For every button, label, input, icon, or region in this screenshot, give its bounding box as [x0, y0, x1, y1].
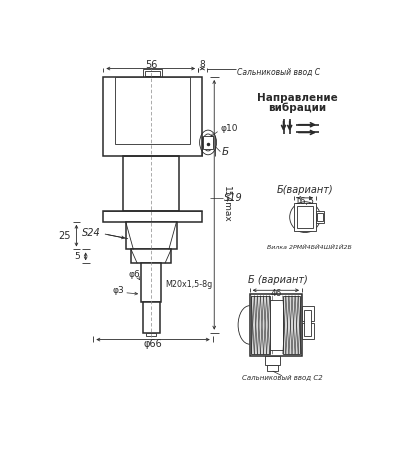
Bar [143, 302, 160, 333]
Bar [265, 356, 280, 365]
Text: Вилка 2РМЙ4БЙ4ШЙ1Й2Б: Вилка 2РМЙ4БЙ4ШЙ1Й2Б [266, 245, 351, 250]
Bar [146, 333, 156, 336]
Text: 154max: 154max [222, 187, 231, 223]
Text: φ6: φ6 [128, 270, 140, 280]
Text: 25: 25 [58, 231, 71, 241]
Bar [126, 222, 176, 249]
Text: Б (вариант): Б (вариант) [248, 275, 308, 285]
Text: Б(вариант): Б(вариант) [277, 185, 334, 195]
Bar [316, 211, 324, 223]
Text: 5: 5 [74, 252, 80, 261]
Text: Сальниковый ввод C: Сальниковый ввод C [237, 68, 320, 77]
Text: вибрации: вибрации [268, 103, 326, 113]
Bar [297, 207, 313, 228]
Text: 8: 8 [200, 60, 206, 69]
Bar [318, 213, 323, 221]
Bar [267, 365, 278, 371]
Bar [131, 249, 171, 263]
Bar [123, 156, 179, 211]
Bar [283, 296, 300, 354]
Text: Сальниковый ввод C2: Сальниковый ввод C2 [242, 374, 322, 380]
Bar [270, 300, 283, 350]
Bar [251, 296, 270, 354]
Bar [302, 323, 314, 339]
Text: S19: S19 [224, 193, 243, 203]
Bar [294, 203, 316, 231]
Text: S24: S24 [82, 228, 100, 237]
Text: 46: 46 [270, 289, 282, 298]
Text: Б: Б [222, 147, 229, 157]
Bar [143, 69, 162, 77]
Text: φ3: φ3 [113, 286, 125, 295]
Bar [203, 135, 213, 149]
Text: M20x1,5-8g: M20x1,5-8g [165, 280, 212, 289]
Text: φ66: φ66 [143, 339, 162, 349]
Bar [304, 310, 311, 336]
Text: 56: 56 [145, 60, 157, 70]
Text: φ10: φ10 [220, 124, 238, 133]
Bar [103, 77, 202, 156]
Text: Направление: Направление [257, 93, 338, 103]
Bar [115, 77, 190, 144]
Bar [145, 71, 160, 76]
Text: 16,5: 16,5 [295, 197, 315, 206]
Bar [141, 263, 161, 302]
Bar [103, 211, 202, 222]
Bar [302, 306, 314, 321]
Bar [250, 294, 302, 356]
